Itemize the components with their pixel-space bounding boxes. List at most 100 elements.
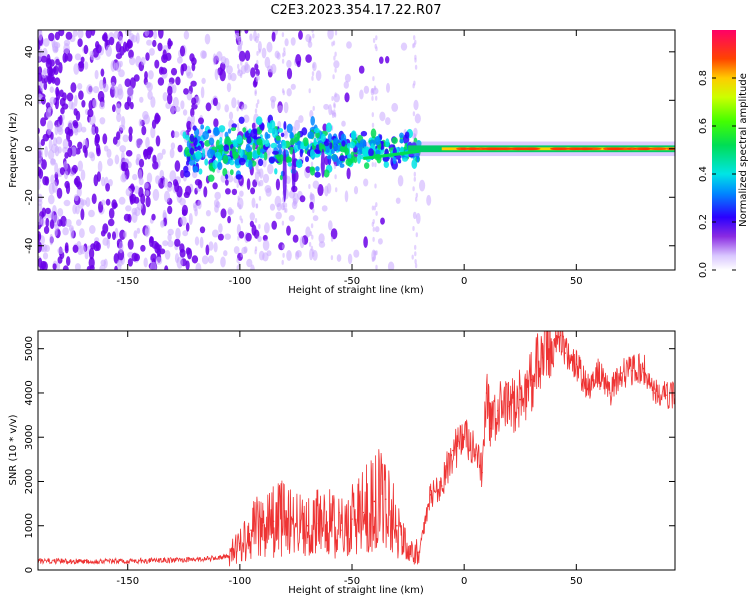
spectrogram-cell (174, 160, 181, 172)
spectrogram-cell (113, 30, 120, 39)
spectrogram-cell (139, 96, 144, 103)
spectrogram-cell (103, 258, 108, 269)
spectrogram-cell (402, 157, 408, 162)
spectrogram-cell (86, 266, 91, 270)
spectrogram-cell (212, 97, 218, 107)
spectrogram-cell (311, 71, 315, 77)
spectrogram-cell (372, 219, 375, 224)
spectrogram-cell (162, 92, 168, 102)
spectrogram-cell (170, 67, 178, 76)
spectrogram-cell (334, 30, 338, 36)
spectrogram-cell (371, 205, 375, 211)
spectrogram-cell (333, 60, 340, 69)
spectrogram-cell (49, 59, 55, 67)
spectrogram-cell (256, 50, 259, 56)
spectrogram-cell (174, 238, 181, 247)
spectrogram-cell (245, 232, 252, 242)
spectrogram-cell (308, 241, 312, 247)
spectrogram-cell (189, 133, 195, 142)
spectrogram-cell (558, 147, 570, 151)
spectrogram-cell (274, 168, 278, 175)
spectrogram-cell (95, 143, 101, 155)
spectrogram-cell (74, 263, 81, 270)
spectrogram-cell (135, 157, 140, 166)
spectrogram-cell (170, 104, 175, 115)
spectrogram-cell (122, 134, 129, 143)
spectrogram-cell (346, 167, 351, 180)
spectrogram-cell (124, 101, 130, 110)
spectrogram-ytick-label: 0 (24, 146, 35, 152)
snr-point (272, 520, 275, 523)
spectrogram-cell (107, 232, 111, 240)
spectrogram-cell (237, 99, 240, 105)
spectrogram-cell (345, 158, 353, 167)
spectrogram-cell (148, 70, 154, 80)
spectrogram-cell (375, 202, 378, 208)
spectrogram-cell (286, 67, 293, 80)
spectrogram-cell (321, 205, 328, 212)
spectrogram-cell (243, 114, 250, 124)
spectrogram-cell (281, 58, 285, 64)
spectrogram-cell (413, 35, 416, 41)
spectrogram-cell (80, 208, 85, 221)
spectrogram-cell (152, 188, 160, 201)
spectrogram-cell (607, 147, 617, 151)
spectrogram-cell (236, 183, 239, 188)
spectrogram-cell (55, 86, 60, 97)
spectrogram-cell (227, 207, 233, 216)
spectrogram-cell (58, 61, 63, 74)
spectrogram-cell (271, 220, 278, 230)
spectrogram-cell (207, 129, 212, 134)
spectrogram-cell (397, 175, 404, 187)
spectrogram-cell (216, 51, 223, 62)
spectrogram-cell (649, 147, 668, 151)
spectrogram-cell (255, 116, 263, 126)
spectrogram-cell (125, 205, 132, 212)
spectrogram-cell (73, 121, 79, 129)
spectrogram-cell (261, 47, 267, 59)
spectrogram-cell (173, 131, 180, 138)
spectrogram-cell (256, 59, 259, 65)
spectrogram-cell (343, 81, 349, 89)
snr-point (351, 518, 353, 520)
spectrogram-cell (138, 118, 143, 127)
spectrogram-cell (123, 231, 127, 238)
spectrogram-cell (341, 120, 346, 127)
snr-point (452, 449, 454, 452)
spectrogram-cell (160, 67, 168, 75)
spectrogram-cell (312, 33, 315, 39)
spectrogram-cell (155, 256, 163, 265)
spectrogram-cell (224, 104, 229, 113)
spectrogram-cell (230, 127, 237, 132)
spectrogram-cell (49, 219, 55, 230)
spectrogram-cell (167, 85, 173, 96)
spectrogram-ytick-label: 40 (24, 45, 35, 58)
spectrogram-cell (326, 155, 332, 160)
snr-point (586, 387, 589, 390)
spectrogram-cell (227, 174, 234, 183)
spectrogram-cell (237, 235, 240, 241)
spectrogram-cell (266, 41, 273, 53)
spectrogram-cell (54, 124, 59, 136)
spectrogram-cell (150, 126, 156, 139)
spectrogram-cell (111, 199, 117, 210)
spectrogram-cell (270, 142, 278, 149)
spectrogram-cell (57, 146, 62, 154)
spectrogram-cell (285, 156, 292, 164)
spectrogram-cell (90, 30, 96, 36)
spectrogram-cell (294, 119, 300, 131)
spectrogram-ytick-label: -40 (24, 238, 35, 254)
spectrogram-cell (101, 199, 106, 206)
spectrogram-cell (353, 156, 358, 164)
spectrogram-cell (249, 33, 253, 42)
snr-point (497, 409, 499, 412)
spectrogram-cell (205, 102, 212, 112)
spectrogram-cell (62, 138, 69, 150)
spectrogram-cell (413, 176, 416, 182)
snr-point (564, 352, 566, 354)
spectrogram-cell (254, 218, 258, 223)
spectrogram-cell (237, 68, 241, 74)
spectrogram-cell (133, 196, 140, 204)
spectrogram-cell (190, 107, 195, 118)
